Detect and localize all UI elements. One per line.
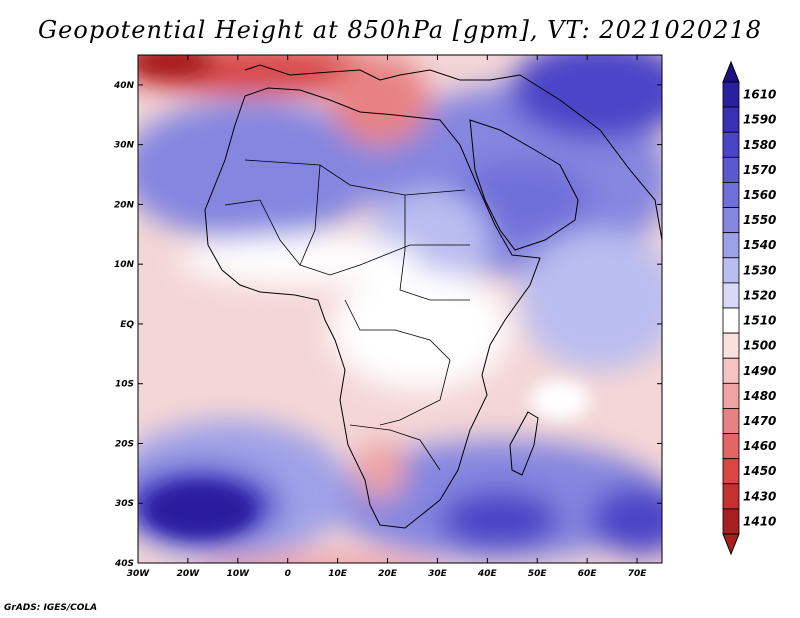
lon-tick-label: 70E	[628, 569, 648, 579]
lon-tick-label: 50E	[528, 569, 548, 579]
colorbar-label: 1410	[743, 514, 776, 528]
coastlines	[204, 64, 662, 529]
lon-tick-label: 20W	[177, 569, 201, 579]
colorbar-label: 1550	[743, 213, 776, 227]
africa-coast	[204, 87, 541, 529]
lon-tick-label: 10E	[328, 569, 348, 579]
lat-tick-label: 20S	[115, 439, 134, 449]
colorbar-label: 1430	[743, 489, 776, 503]
lat-tick-label: 10N	[114, 260, 135, 270]
colorbar-swatch	[722, 282, 740, 309]
colorbar-label: 1450	[743, 464, 776, 478]
colorbar-label: 1470	[743, 414, 776, 428]
colorbar: 1610 1590 1580 1570 1560 1550 1540 1530 1520 1510…	[722, 60, 776, 556]
colorbar-label: 1560	[743, 188, 776, 202]
lon-tick-label: 0	[285, 569, 291, 579]
colorbar-top-arrow	[722, 60, 740, 83]
colorbar-swatch	[722, 257, 740, 284]
lat-tick-label: 30N	[114, 141, 135, 151]
colorbar-label: 1480	[743, 389, 776, 403]
asia-coast	[519, 74, 662, 241]
colorbar-swatch	[722, 458, 740, 485]
colorbar-label: 1490	[743, 364, 776, 378]
colorbar-label: 1590	[743, 113, 776, 127]
colorbar-label: 1530	[743, 263, 776, 277]
lat-tick-label: 40N	[113, 81, 135, 91]
colorbar-label: 1500	[743, 339, 776, 353]
colorbar-swatch	[722, 207, 740, 234]
latitude-axis: 40N 30N 20N 10N EQ 10S 20S 30S 40S	[113, 81, 662, 569]
colorbar-swatch	[722, 156, 740, 183]
colorbar-label: 1540	[743, 238, 776, 252]
lon-tick-label: 40E	[477, 569, 498, 579]
map-title: Geopotential Height at 850hPa [gpm], VT:…	[38, 16, 762, 44]
credit-text: GrADS: IGES/COLA	[4, 603, 98, 613]
map-frame	[137, 54, 663, 564]
europe-coast	[244, 64, 521, 81]
lon-tick-label: 30E	[428, 569, 448, 579]
colorbar-label: 1580	[743, 138, 776, 152]
lon-tick-label: 10W	[227, 569, 251, 579]
arabia-coast	[469, 119, 579, 251]
lat-tick-label: 30S	[115, 499, 134, 509]
height-field	[138, 55, 662, 563]
colorbar-label: 1570	[743, 163, 776, 177]
colorbar-swatch	[722, 307, 740, 334]
lon-tick-label: 30W	[127, 569, 151, 579]
colorbar-swatch	[722, 408, 740, 434]
colorbar-swatch	[722, 433, 740, 460]
colorbar-swatch	[722, 131, 740, 158]
lat-tick-label: EQ	[120, 320, 134, 330]
colorbar-swatch	[722, 332, 740, 359]
colorbar-swatch	[722, 508, 740, 535]
lon-tick-label: 20E	[378, 569, 398, 579]
madagascar-coast	[509, 411, 539, 476]
colorbar-swatch	[722, 357, 740, 384]
colorbar-label: 1610	[743, 88, 776, 102]
colorbar-label: 1520	[743, 288, 776, 302]
lat-tick-label: 40S	[114, 559, 134, 569]
colorbar-bottom-arrow	[722, 533, 740, 556]
colorbar-label: 1460	[743, 439, 776, 453]
colorbar-swatch	[722, 232, 740, 259]
colorbar-swatch	[722, 106, 740, 133]
colorbar-swatch	[722, 81, 740, 108]
lat-tick-label: 10S	[115, 380, 134, 390]
longitude-axis: 30W 20W 10W 0 10E 20E 30E 40E 50E 60E 70E	[127, 55, 647, 579]
lon-tick-label: 60E	[578, 569, 598, 579]
lat-tick-label: 20N	[114, 200, 135, 210]
colorbar-swatch	[722, 483, 740, 510]
colorbar-swatch	[722, 182, 740, 208]
colorbar-label: 1510	[743, 314, 776, 328]
colorbar-swatch	[722, 382, 740, 409]
